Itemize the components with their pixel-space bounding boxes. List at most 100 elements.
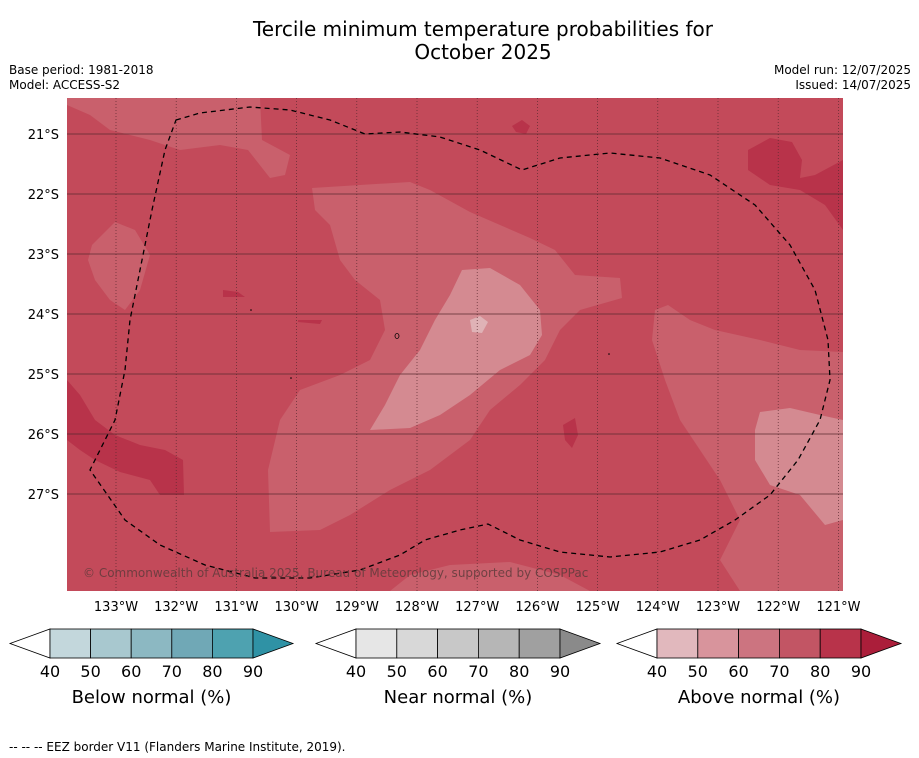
colorbar-label: Near normal (%) <box>384 687 533 708</box>
region-above-60-west <box>88 222 150 310</box>
latitude-labels: 21°S 22°S 23°S 24°S 25°S 26°S 27°S <box>28 128 59 503</box>
lon-label: 130°W <box>275 600 319 615</box>
colorbar-tick: 70 <box>162 662 182 681</box>
colorbar-tick: 40 <box>40 662 60 681</box>
title-line-2: October 2025 <box>414 40 552 64</box>
lat-label: 23°S <box>28 248 59 263</box>
lon-label: 128°W <box>395 600 439 615</box>
model-name: Model: ACCESS-S2 <box>9 78 121 92</box>
colorbar-segment <box>477 628 520 659</box>
lon-label: 121°W <box>816 600 860 615</box>
colorbar-1: 40 50 60 70 80 90 Below normal (%) <box>8 628 295 708</box>
meta-left: Base period: 1981-2018 Model: ACCESS-S2 <box>9 63 154 93</box>
copyright-text: © Commonwealth of Australia 2025, Bureau… <box>83 566 588 580</box>
colorbar-segment <box>171 628 213 659</box>
lat-label: 24°S <box>28 308 59 323</box>
island-marker <box>394 333 400 339</box>
map-panel <box>67 98 843 591</box>
region-above-80-s-spot <box>563 418 578 448</box>
colorbar-tick: 90 <box>550 662 570 681</box>
colorbar-segment <box>819 628 862 659</box>
region-above-80-n-spot <box>512 120 530 134</box>
colorbar-segment <box>355 628 398 659</box>
region-above-50-central <box>370 268 542 430</box>
lon-label: 129°W <box>335 600 379 615</box>
colorbar-segment <box>90 628 132 659</box>
colorbar-low-extension <box>8 628 51 659</box>
colorbar-3: 40 50 60 70 80 90 Above normal (%) <box>615 628 903 708</box>
colorbar-high-extension <box>252 628 295 659</box>
graticule <box>67 98 843 591</box>
lon-label: 127°W <box>455 600 499 615</box>
colorbar-low-extension <box>314 628 357 659</box>
colorbar-tick: 80 <box>810 662 830 681</box>
region-above-60-south <box>390 562 590 591</box>
region-above-80-w-spot2 <box>298 320 322 324</box>
colorbar-tick: 70 <box>468 662 488 681</box>
lon-label: 124°W <box>636 600 680 615</box>
colorbars: 40 50 60 70 80 90 Below normal (%) 40 50 60 70 80 90… <box>8 628 903 708</box>
colorbar-segment <box>738 628 780 659</box>
model-run: Model run: 12/07/2025 <box>773 63 911 77</box>
island-marker <box>250 309 252 311</box>
colorbar-tick: 80 <box>509 662 529 681</box>
lon-label: 133°W <box>94 600 138 615</box>
colorbar-tick: 40 <box>647 662 667 681</box>
region-above-40-spot <box>470 316 488 333</box>
lat-label: 26°S <box>28 428 59 443</box>
colorbar-tick: 50 <box>80 662 100 681</box>
lon-label: 125°W <box>576 600 620 615</box>
island-marker <box>290 377 292 379</box>
colorbar-segment <box>697 628 739 659</box>
region-above-80-w-spot <box>223 290 245 297</box>
colorbar-tick: 40 <box>346 662 366 681</box>
colorbar-label: Above normal (%) <box>678 687 840 708</box>
lat-label: 25°S <box>28 368 59 383</box>
colorbar-tick: 60 <box>728 662 748 681</box>
meta-right: Model run: 12/07/2025 Issued: 14/07/2025 <box>774 63 911 93</box>
lon-label: 126°W <box>515 600 559 615</box>
colorbar-2: 40 50 60 70 80 90 Near normal (%) <box>314 628 602 708</box>
region-above-80-ne <box>748 138 843 230</box>
footnote: -- -- -- EEZ border V11 (Flanders Marine… <box>9 740 346 754</box>
issued-date: Issued: 14/07/2025 <box>795 78 911 92</box>
colorbar-tick: 90 <box>243 662 263 681</box>
colorbar-low-extension <box>615 628 658 659</box>
colorbar-high-extension <box>860 628 903 659</box>
lon-label: 122°W <box>756 600 800 615</box>
colorbar-segment <box>49 628 91 659</box>
lon-label: 132°W <box>154 600 198 615</box>
colorbar-segment <box>130 628 173 659</box>
region-above-50-east <box>755 408 843 525</box>
colorbar-tick: 50 <box>387 662 407 681</box>
base-period: Base period: 1981-2018 <box>9 63 154 77</box>
colorbar-segment <box>656 628 699 659</box>
colorbar-segment <box>396 628 438 659</box>
colorbar-tick: 80 <box>202 662 222 681</box>
lon-label: 123°W <box>696 600 740 615</box>
lat-label: 22°S <box>28 188 59 203</box>
region-above-80-sw <box>67 380 184 495</box>
eez-border <box>89 106 831 579</box>
colorbar-tick: 70 <box>769 662 789 681</box>
colorbar-segment <box>518 628 561 659</box>
colorbar-tick: 60 <box>427 662 447 681</box>
colorbar-tick: 60 <box>121 662 141 681</box>
region-above-60-east <box>652 305 843 591</box>
colorbar-tick: 90 <box>851 662 871 681</box>
colorbar-tick: 50 <box>688 662 708 681</box>
colorbar-label: Below normal (%) <box>72 687 232 708</box>
title-line-1: Tercile minimum temperature probabilitie… <box>252 17 714 41</box>
lat-label: 21°S <box>28 128 59 143</box>
colorbar-high-extension <box>559 628 602 659</box>
lat-label: 27°S <box>28 488 59 503</box>
colorbar-segment <box>779 628 821 659</box>
region-above-60-north <box>67 98 290 178</box>
longitude-labels: 133°W 132°W 131°W 130°W 129°W 128°W 127°W 126°W… <box>94 600 861 615</box>
lon-label: 131°W <box>214 600 258 615</box>
colorbar-segment <box>211 628 254 659</box>
island-marker <box>608 353 610 355</box>
chart-title: Tercile minimum temperature probabilitie… <box>0 18 919 64</box>
colorbar-segment <box>437 628 479 659</box>
